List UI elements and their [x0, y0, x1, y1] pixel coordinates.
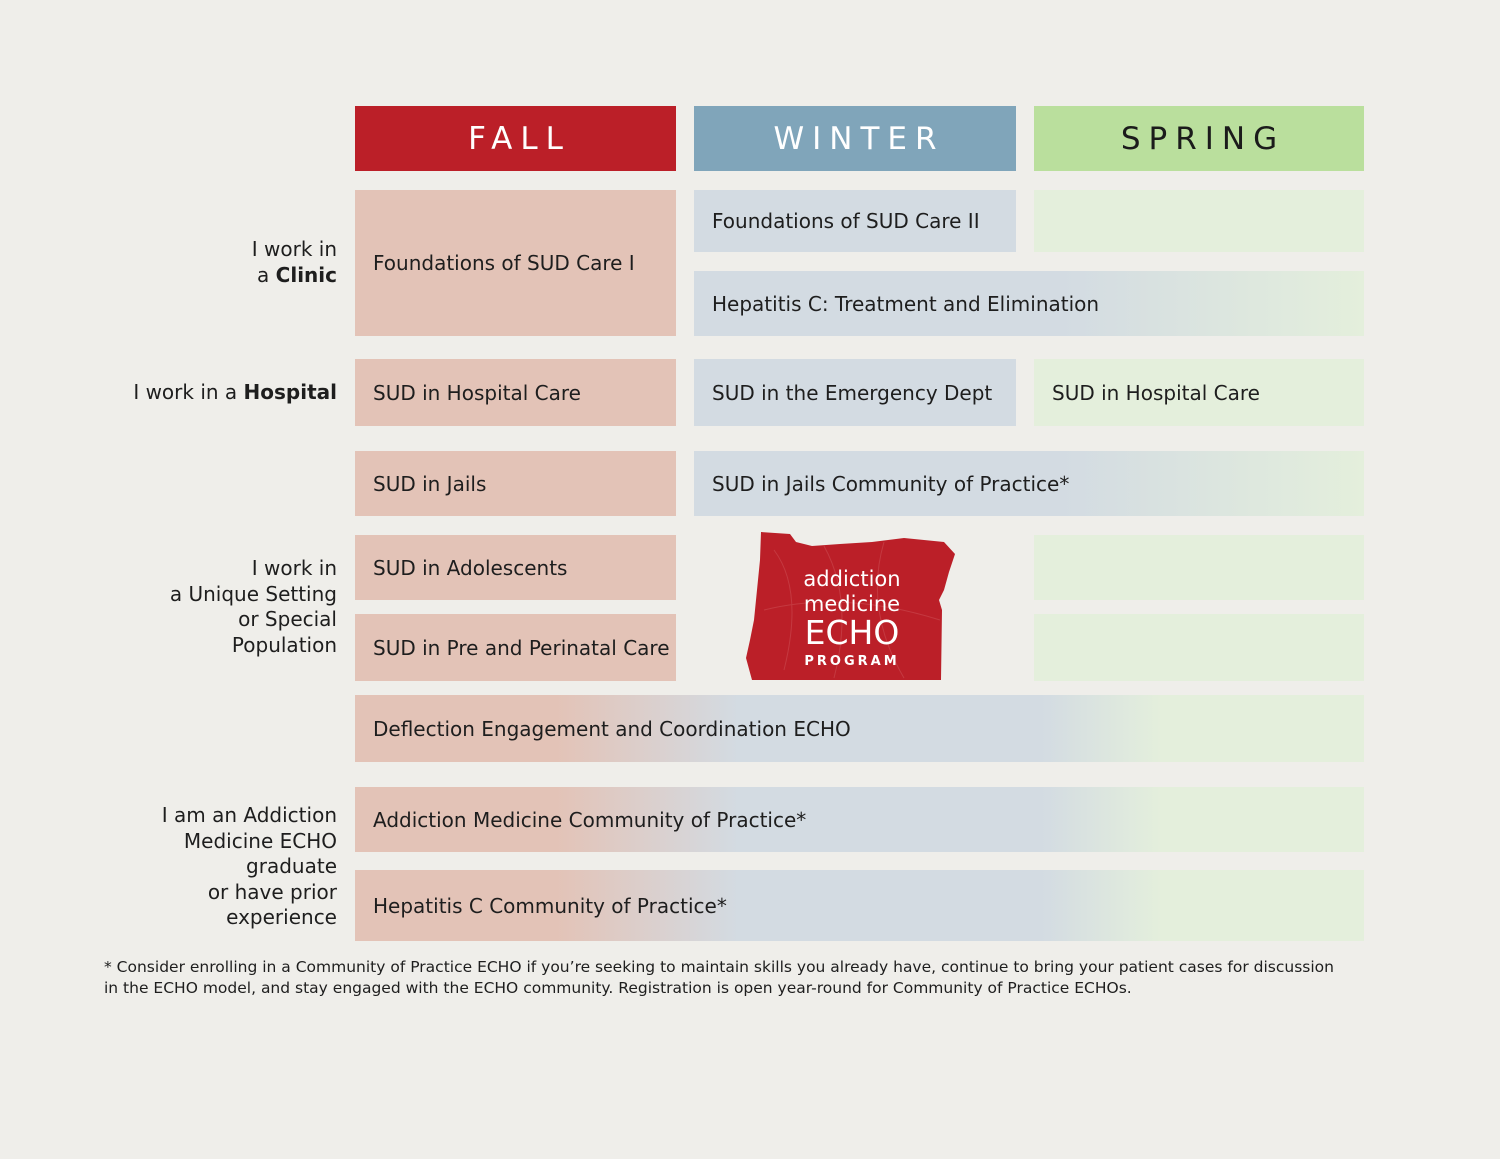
row-label-unique-line3: or Special [238, 607, 337, 631]
row-label-clinic: I work in a Clinic [100, 237, 337, 288]
course-jails-cop: SUD in Jails Community of Practice* [694, 451, 1364, 516]
row-label-hospital: I work in a Hospital [100, 380, 337, 406]
course-hospital-spring: SUD in Hospital Care [1034, 359, 1364, 426]
course-hep-c-cop: Hepatitis C Community of Practice* [355, 870, 1364, 941]
course-deflection: Deflection Engagement and Coordination E… [355, 695, 1364, 762]
course-emergency: SUD in the Emergency Dept [694, 359, 1016, 426]
course-addiction-cop: Addiction Medicine Community of Practice… [355, 787, 1364, 852]
course-perinatal: SUD in Pre and Perinatal Care [355, 614, 676, 681]
footnote: * Consider enrolling in a Community of P… [104, 957, 1404, 999]
row-label-unique-line2: a Unique Setting [169, 581, 337, 606]
course-hospital-fall: SUD in Hospital Care [355, 359, 676, 426]
course-adolescents: SUD in Adolescents [355, 535, 676, 600]
footnote-line1: * Consider enrolling in a Community of P… [104, 958, 1334, 976]
row-label-unique-line4: Population [231, 632, 337, 657]
row-label-graduate-line5: experience [226, 905, 337, 929]
logo-line2: medicine [804, 592, 900, 616]
empty-spring-adolescents [1034, 535, 1364, 600]
logo-line4: PROGRAM [804, 654, 899, 669]
course-jails: SUD in Jails [355, 451, 676, 516]
course-foundations-1: Foundations of SUD Care I [355, 190, 676, 336]
echo-logo: addiction medicine ECHO PROGRAM [744, 530, 958, 682]
course-foundations-2: Foundations of SUD Care II [694, 190, 1016, 252]
row-label-hospital-bold: Hospital [243, 380, 337, 404]
row-label-graduate-line1: I am an Addiction [161, 803, 337, 827]
row-label-clinic-pre: a [257, 262, 276, 287]
row-label-hospital-pre: I work in a [133, 380, 244, 404]
logo-line3: ECHO [805, 613, 900, 652]
footnote-line2: in the ECHO model, and stay engaged with… [104, 979, 1132, 997]
row-label-clinic-line2: a Clinic [100, 263, 337, 289]
row-label-graduate-line3: graduate [246, 854, 337, 878]
oregon-map-icon: addiction medicine ECHO PROGRAM [746, 532, 955, 680]
header-fall: FALL [355, 106, 676, 171]
header-spring: SPRING [1034, 106, 1364, 171]
empty-spring-clinic [1034, 190, 1364, 252]
course-hep-c-treatment: Hepatitis C: Treatment and Elimination [694, 271, 1364, 336]
row-label-clinic-line1: I work in [251, 237, 337, 261]
header-winter: WINTER [694, 106, 1016, 171]
row-label-unique: I work in a Unique Setting or Special Po… [100, 556, 337, 658]
row-label-graduate-line2: Medicine ECHO [183, 828, 337, 853]
row-label-unique-line1: I work in [251, 556, 337, 580]
logo-line1: addiction [803, 567, 900, 591]
row-label-graduate-line4: or have prior [207, 879, 337, 904]
empty-spring-perinatal [1034, 614, 1364, 681]
row-label-clinic-bold: Clinic [275, 262, 337, 287]
row-label-graduate: I am an Addiction Medicine ECHO graduate… [100, 803, 337, 931]
